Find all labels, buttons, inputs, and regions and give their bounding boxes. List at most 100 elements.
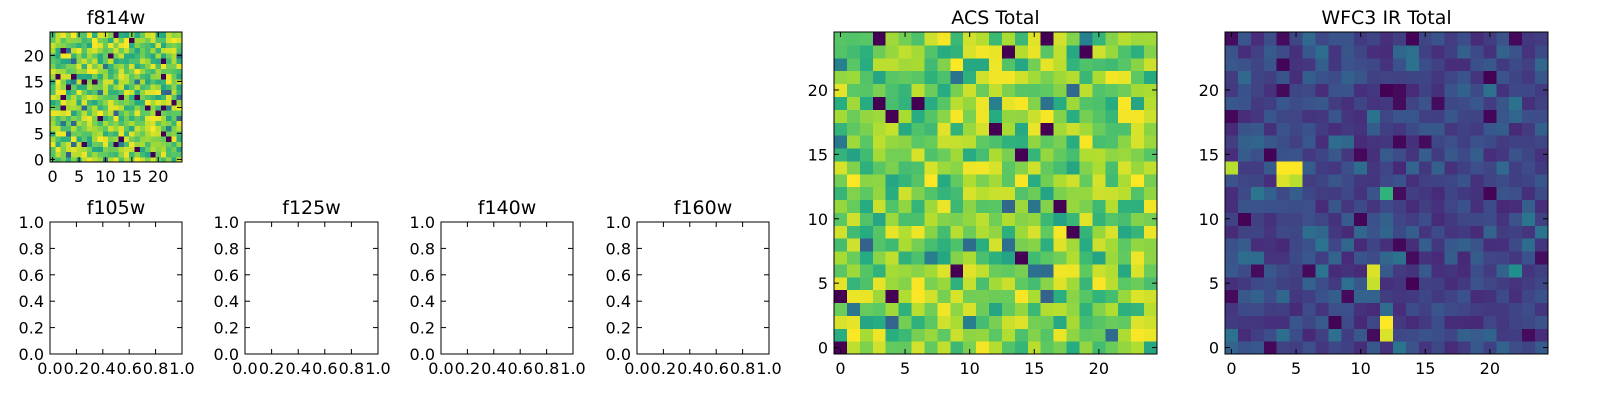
heatmap-cell [1341, 289, 1355, 304]
heatmap-cell [1341, 96, 1355, 110]
heatmap-cell [1457, 173, 1472, 188]
heatmap-cell [989, 315, 1003, 329]
heatmap-cell [1001, 44, 1016, 59]
heatmap-cell [1457, 263, 1472, 278]
heatmap-cell [1001, 302, 1016, 316]
heatmap-cell [65, 37, 72, 43]
heatmap-cell [1053, 328, 1068, 342]
heatmap-cell [1131, 109, 1145, 123]
axes-frame-f140w [440, 221, 574, 355]
heatmap-cell [1001, 238, 1016, 252]
heatmap-cell [134, 78, 141, 85]
heatmap-cell [1315, 32, 1329, 46]
heatmap-cell [76, 78, 83, 85]
heatmap-cell [1092, 199, 1106, 213]
heatmap-cell [65, 32, 72, 38]
heatmap-cell [145, 120, 151, 127]
heatmap-cell [55, 52, 62, 59]
heatmap-cell [145, 130, 151, 137]
heatmap-cell [924, 328, 938, 342]
heatmap-cell [976, 315, 990, 329]
heatmap-cell [1027, 109, 1042, 123]
heatmap-cell [1315, 135, 1329, 149]
heatmap-cell [1392, 315, 1407, 329]
heatmap-cell [176, 125, 183, 132]
heatmap-cell [1392, 289, 1407, 304]
heatmap-cell [1040, 70, 1055, 85]
heatmap-cell [1444, 238, 1459, 252]
heatmap-cell [1509, 32, 1523, 46]
heatmap-cell [1302, 289, 1317, 304]
heatmap-cell [1053, 212, 1068, 226]
y-tick-label: 0.4 [606, 292, 631, 311]
heatmap-cell [1105, 160, 1119, 175]
heatmap-cell [1131, 57, 1145, 72]
x-tick-label: 10 [1350, 359, 1370, 378]
heatmap-cell [1027, 341, 1042, 355]
heatmap-cell [166, 84, 173, 90]
heatmap-cell [1053, 44, 1068, 59]
heatmap-cell [86, 104, 93, 111]
heatmap-cell [1014, 238, 1029, 252]
heatmap-cell [1496, 70, 1510, 85]
heatmap-cell [1131, 135, 1145, 149]
heatmap-cell [139, 146, 146, 153]
heatmap-cell [1522, 96, 1536, 110]
heatmap-cell [1118, 315, 1132, 329]
heatmap-cell [1225, 276, 1239, 291]
heatmap-cell [160, 110, 167, 116]
heatmap-cell [1392, 238, 1407, 252]
x-tick-label: 10 [959, 359, 979, 378]
heatmap-cell [1276, 250, 1291, 265]
heatmap-cell [911, 147, 926, 162]
heatmap-cell [1483, 96, 1497, 110]
heatmap-cell [846, 250, 861, 265]
heatmap-cell [171, 37, 178, 43]
heatmap-cell [1444, 70, 1459, 85]
heatmap-cell [113, 58, 120, 64]
heatmap-cell [963, 315, 977, 329]
heatmap-cell [1144, 315, 1158, 329]
heatmap-cell [1289, 289, 1304, 304]
heatmap-cell [911, 328, 926, 342]
heatmap-cell [1225, 199, 1239, 213]
heatmap-cell [113, 99, 120, 106]
heatmap-cell [1367, 83, 1381, 97]
heatmap-cell [171, 146, 178, 153]
heatmap-cell [1470, 250, 1484, 265]
heatmap-cell [1380, 341, 1394, 355]
heatmap-cell [898, 276, 913, 291]
heatmap-cell [911, 263, 926, 278]
heatmap-cell [65, 42, 72, 49]
heatmap-cell [55, 58, 62, 64]
heatmap-cell [1431, 238, 1446, 252]
x-tick-label: 0.0 [37, 359, 62, 378]
heatmap-cell [92, 151, 99, 158]
heatmap-cell [1341, 147, 1355, 162]
heatmap-cell [150, 104, 157, 111]
heatmap-cell [898, 83, 913, 97]
heatmap-cell [1250, 276, 1265, 291]
heatmap-cell [1144, 122, 1158, 136]
heatmap-cell [1341, 263, 1355, 278]
heatmap-cell [1483, 315, 1497, 329]
heatmap-cell [1380, 32, 1394, 46]
heatmap-cell [155, 84, 162, 90]
heatmap-cell [1535, 263, 1549, 278]
heatmap-cell [150, 58, 157, 64]
heatmap-cell [1092, 263, 1106, 278]
heatmap-cell [1444, 173, 1459, 188]
heatmap-cell [118, 84, 125, 90]
heatmap-cell [76, 42, 83, 49]
heatmap-cell [1250, 315, 1265, 329]
heatmap-cell [102, 94, 109, 101]
heatmap-cell [160, 47, 167, 54]
heatmap-cell [102, 89, 109, 95]
heatmap-cell [1457, 57, 1472, 72]
heatmap-cell [1328, 173, 1342, 188]
heatmap-cell [937, 173, 951, 188]
heatmap-cell [1354, 199, 1368, 213]
heatmap-cell [1418, 32, 1433, 46]
heatmap-cell [1079, 57, 1093, 72]
heatmap-cell [1053, 315, 1068, 329]
